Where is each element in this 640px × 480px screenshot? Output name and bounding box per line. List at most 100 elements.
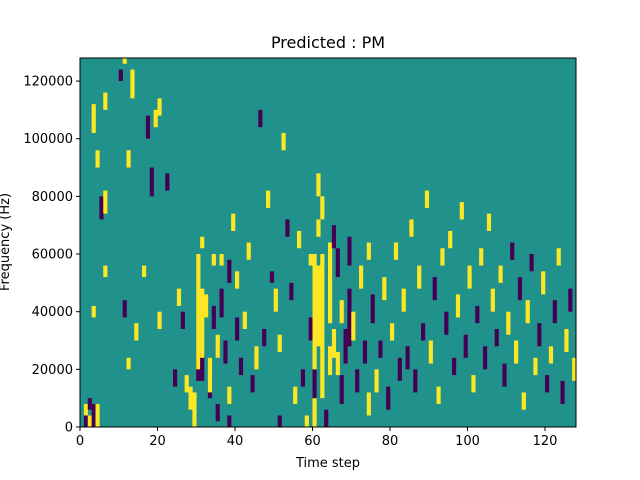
heatmap-cell: [498, 265, 503, 283]
heatmap-cell: [207, 357, 213, 393]
heatmap-cell: [126, 150, 131, 168]
heatmap-cell: [316, 173, 321, 197]
heatmap-cell: [548, 346, 554, 364]
heatmap-cell: [200, 352, 205, 381]
heatmap-cell: [552, 300, 557, 324]
heatmap-cell: [545, 375, 550, 393]
heatmap-cell: [502, 363, 507, 387]
x-tick-label: 0: [76, 434, 84, 449]
heatmap-cell: [246, 242, 251, 260]
heatmap-cell: [231, 213, 236, 231]
heatmap-cell: [405, 346, 410, 370]
heatmap-cell: [200, 288, 205, 358]
heatmap-cell: [525, 300, 530, 324]
heatmap-cell: [568, 288, 573, 312]
heatmap-cell: [227, 386, 232, 404]
heatmap-cell: [413, 369, 418, 393]
x-axis: 0 20 40 60 80 100 120: [76, 427, 557, 449]
y-tick-label: 60000: [32, 248, 73, 263]
heatmap-cell: [390, 323, 395, 341]
heatmap-cell: [149, 167, 154, 197]
heatmap-cell: [320, 196, 325, 220]
chart-title: Predicted : PM: [271, 33, 385, 52]
heatmap-cell: [242, 311, 247, 329]
heatmap-cell: [541, 271, 546, 295]
heatmap-cell: [564, 328, 569, 353]
heatmap-cell: [335, 352, 340, 376]
heatmap-cell: [91, 104, 96, 133]
heatmap-cell: [103, 92, 108, 110]
heatmap-cell: [254, 346, 259, 370]
heatmap-cell: [452, 357, 457, 376]
heatmap-cell: [328, 346, 333, 376]
heatmap-cell: [293, 386, 298, 404]
heatmap-cell: [366, 242, 371, 260]
heatmap-cell: [219, 288, 224, 318]
heatmap-cell: [459, 202, 464, 220]
heatmap-cell: [382, 277, 387, 301]
heatmap-cell: [424, 190, 430, 208]
heatmap-cell: [165, 173, 170, 191]
heatmap-cell: [262, 328, 267, 347]
heatmap-cell: [99, 196, 104, 220]
heatmap-cell: [560, 380, 565, 404]
heatmap-cell: [122, 58, 127, 64]
heatmap-cell: [87, 398, 92, 410]
y-tick-label: 40000: [32, 305, 73, 320]
heatmap-cell: [475, 305, 480, 324]
y-tick-label: 0: [65, 421, 73, 436]
heatmap-cell: [277, 334, 282, 353]
heatmap-cell: [153, 109, 158, 128]
heatmap-cell: [347, 288, 352, 347]
x-tick-label: 20: [149, 434, 166, 449]
heatmap-cell: [521, 392, 526, 410]
x-tick-label: 100: [455, 434, 480, 449]
heatmap-cell: [103, 265, 108, 278]
heatmap-cell: [308, 317, 313, 341]
heatmap-cell: [572, 357, 577, 381]
heatmap-cell: [173, 369, 178, 387]
heatmap-cell: [316, 265, 321, 347]
heatmap-cell: [157, 311, 162, 329]
heatmap-cell: [351, 311, 356, 341]
heatmap-cell: [235, 317, 240, 341]
heatmap-cell: [215, 334, 220, 358]
heatmap-cell: [320, 254, 325, 399]
heatmap-cell: [277, 415, 282, 427]
x-tick-label: 40: [227, 434, 244, 449]
heatmap-cell: [409, 219, 414, 237]
heatmap-cell: [258, 109, 263, 128]
heatmap-cell: [192, 392, 197, 427]
heatmap-cell: [300, 369, 306, 387]
heatmap-cell: [378, 340, 383, 358]
heatmap-cell: [297, 230, 302, 249]
heatmap-cell: [393, 242, 399, 260]
heatmap-cell: [401, 288, 406, 312]
heatmap-cell: [510, 242, 515, 260]
plot-area: [80, 58, 577, 427]
heatmap-cell: [130, 69, 135, 99]
heatmap-cell: [328, 242, 333, 324]
y-tick-label: 20000: [32, 363, 73, 378]
x-tick-label: 60: [304, 434, 321, 449]
heatmap-cell: [250, 375, 255, 393]
heatmap-cell: [479, 248, 484, 266]
heatmap-cell: [556, 248, 561, 266]
heatmap-cell: [180, 311, 185, 329]
heatmap-cell: [347, 236, 352, 266]
y-axis: 0 20000 40000 60000 80000 100000 120000: [23, 75, 80, 436]
heatmap-cell: [266, 190, 271, 208]
y-tick-label: 80000: [32, 190, 73, 205]
heatmap-cell: [362, 340, 368, 364]
x-tick-label: 80: [382, 434, 399, 449]
heatmap-cell: [483, 346, 488, 370]
heatmap-cell: [91, 305, 96, 318]
x-axis-label: Time step: [295, 456, 360, 471]
heatmap-cell: [176, 288, 182, 306]
heatmap-cell: [370, 294, 375, 324]
heatmap-cell: [285, 219, 290, 237]
heatmap-cell: [471, 375, 476, 393]
heatmap-cell: [118, 69, 123, 82]
heatmap-cell: [134, 323, 139, 341]
